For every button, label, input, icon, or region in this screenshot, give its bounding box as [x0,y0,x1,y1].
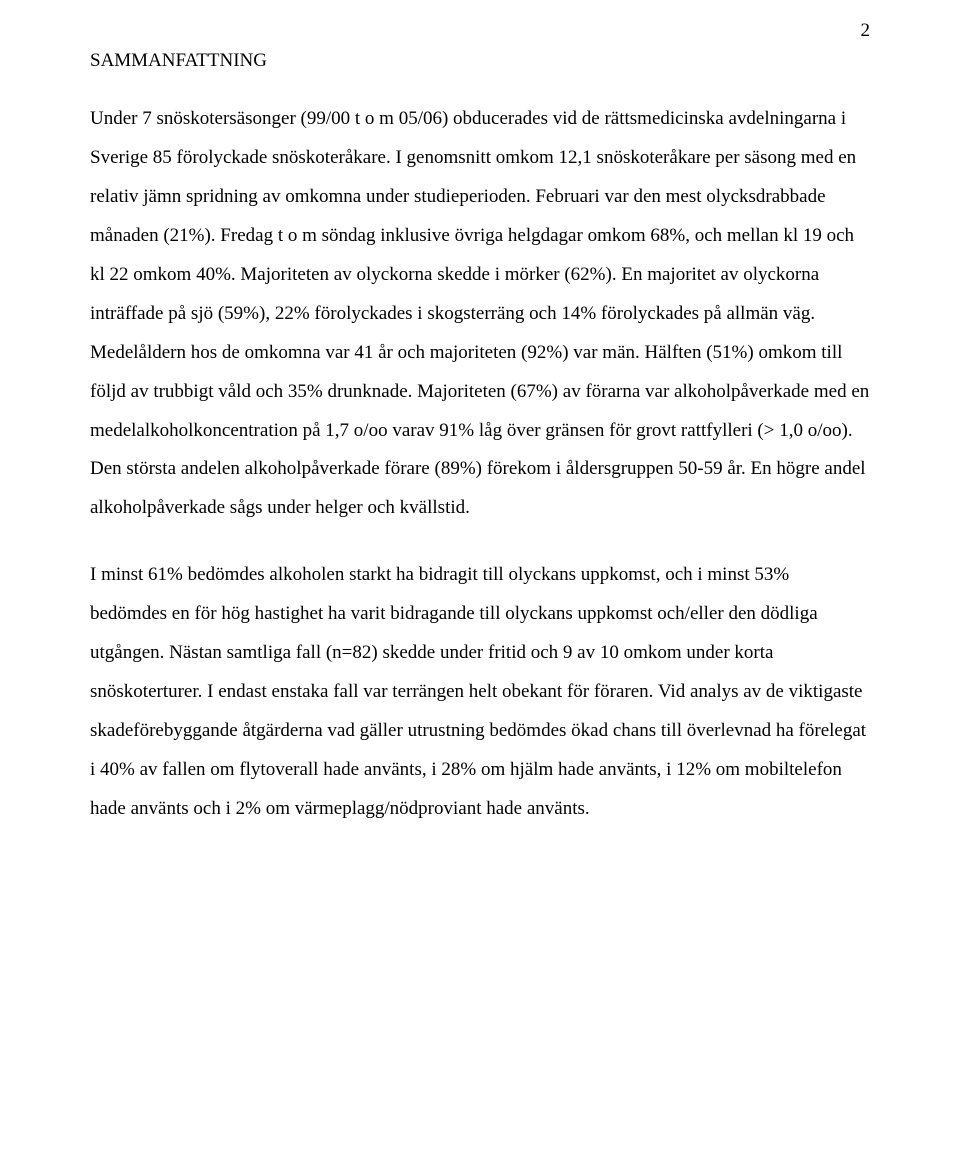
document-page: 2 SAMMANFATTNING Under 7 snöskotersäsong… [0,0,960,897]
paragraph-2: I minst 61% bedömdes alkoholen starkt ha… [90,556,870,829]
section-heading: SAMMANFATTNING [90,50,870,72]
page-number: 2 [861,20,871,42]
paragraph-1: Under 7 snöskotersäsonger (99/00 t o m 0… [90,100,870,528]
